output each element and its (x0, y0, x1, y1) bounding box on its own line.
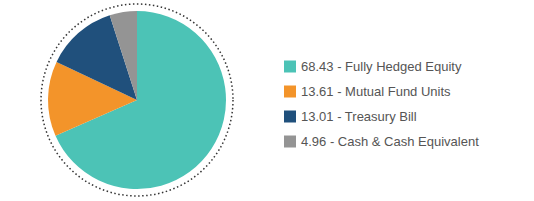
svg-text:68.43 - Fully Hedged Equity: 68.43 - Fully Hedged Equity (301, 59, 462, 74)
svg-text:13.61 - Mutual Fund Units: 13.61 - Mutual Fund Units (301, 84, 451, 99)
svg-text:13.01 - Treasury Bill: 13.01 - Treasury Bill (301, 109, 417, 124)
svg-text:4.96 - Cash & Cash Equivalent: 4.96 - Cash & Cash Equivalent (301, 134, 479, 149)
